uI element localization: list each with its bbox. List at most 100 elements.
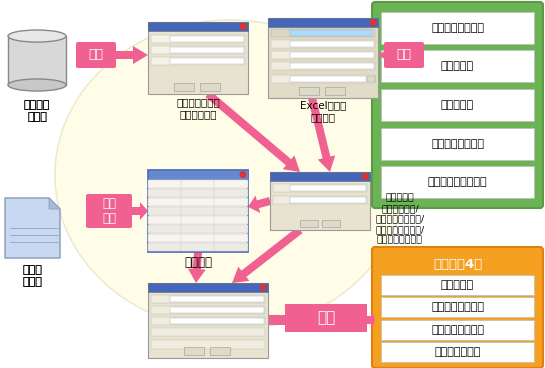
Polygon shape — [130, 202, 148, 220]
Bar — [148, 225, 248, 233]
Bar — [381, 166, 534, 198]
Bar — [214, 189, 247, 197]
Bar — [270, 172, 370, 230]
Bar — [170, 296, 264, 302]
Circle shape — [361, 173, 368, 180]
Polygon shape — [5, 198, 60, 258]
Bar — [271, 40, 375, 48]
Bar — [290, 76, 366, 82]
Bar — [151, 295, 265, 303]
Polygon shape — [232, 227, 302, 283]
Ellipse shape — [55, 20, 405, 330]
Bar — [214, 243, 247, 251]
Bar — [285, 304, 367, 332]
Bar — [290, 30, 372, 36]
Bar — [381, 128, 534, 160]
Bar — [290, 41, 374, 47]
Polygon shape — [367, 310, 375, 330]
Bar — [184, 347, 204, 355]
Bar — [214, 216, 247, 224]
Bar — [148, 207, 181, 215]
Polygon shape — [188, 252, 206, 283]
Bar — [290, 52, 374, 58]
Bar — [367, 76, 375, 82]
Bar — [148, 283, 268, 292]
Bar — [271, 62, 375, 70]
Bar — [151, 340, 265, 349]
Bar — [148, 170, 248, 252]
Text: 行政コスト計算書: 行政コスト計算書 — [431, 302, 484, 312]
Ellipse shape — [8, 79, 66, 91]
Text: 基金等明細: 基金等明細 — [441, 100, 474, 110]
Bar — [381, 275, 534, 295]
Bar — [273, 184, 367, 192]
Text: 資金収支計算書: 資金収支計算書 — [434, 347, 481, 357]
Bar — [148, 243, 248, 251]
Bar — [148, 243, 181, 251]
Text: 決算統計データ
の取込と集計: 決算統計データ の取込と集計 — [176, 97, 220, 119]
Polygon shape — [308, 97, 335, 172]
FancyBboxPatch shape — [372, 247, 543, 368]
Text: Excelデータ
の取込み: Excelデータ の取込み — [300, 100, 346, 122]
Bar — [151, 328, 265, 336]
Text: 手入力
データ: 手入力 データ — [22, 265, 42, 287]
Text: 債務負担行為明細: 債務負担行為明細 — [431, 23, 484, 33]
Bar — [170, 47, 244, 53]
Text: 決算統計
データ: 決算統計 データ — [24, 100, 50, 121]
Bar — [181, 198, 214, 206]
Bar — [170, 318, 264, 324]
Polygon shape — [378, 46, 422, 64]
Bar — [214, 234, 247, 242]
Text: 純資産変動計算書: 純資産変動計算書 — [431, 325, 484, 335]
Bar — [181, 216, 214, 224]
Text: 財務書類4表: 財務書類4表 — [433, 258, 482, 270]
Bar — [268, 18, 378, 27]
Bar — [148, 22, 248, 31]
Bar — [151, 317, 265, 325]
Bar — [290, 185, 366, 191]
Bar — [181, 180, 214, 188]
Bar — [270, 172, 370, 181]
Bar — [170, 307, 264, 313]
Bar — [151, 35, 245, 43]
Bar — [381, 342, 534, 362]
Circle shape — [239, 171, 246, 178]
Bar — [148, 234, 248, 242]
Bar — [148, 189, 181, 197]
Text: 出力: 出力 — [317, 311, 335, 326]
Circle shape — [370, 19, 377, 26]
Bar — [381, 89, 534, 121]
Bar — [181, 189, 214, 197]
Bar — [148, 225, 181, 233]
Bar — [148, 198, 181, 206]
Text: 直接
入力: 直接 入力 — [102, 197, 116, 225]
Bar — [181, 234, 214, 242]
Bar — [181, 207, 214, 215]
Bar — [271, 51, 375, 59]
Bar — [200, 83, 220, 91]
Text: 取込: 取込 — [397, 49, 411, 61]
Bar — [381, 320, 534, 340]
Bar — [148, 234, 181, 242]
Bar — [214, 207, 247, 215]
Bar — [148, 216, 248, 224]
Text: 投資及び出資金明細: 投資及び出資金明細 — [428, 177, 487, 187]
Circle shape — [259, 284, 267, 291]
Bar — [151, 46, 245, 54]
Text: 手入力
データ: 手入力 データ — [22, 265, 42, 287]
Text: 帳票編集: 帳票編集 — [184, 255, 212, 269]
Bar — [170, 58, 244, 64]
Bar — [290, 63, 374, 69]
Bar — [148, 189, 248, 197]
Bar — [151, 57, 245, 65]
Bar — [381, 50, 534, 82]
Bar — [210, 347, 230, 355]
Bar — [148, 180, 181, 188]
Bar — [8, 36, 66, 85]
Bar — [170, 36, 244, 42]
Bar — [271, 75, 375, 83]
FancyBboxPatch shape — [86, 194, 132, 228]
Bar — [381, 12, 534, 44]
Text: 債権等明細: 債権等明細 — [441, 61, 474, 71]
Bar — [148, 198, 248, 206]
